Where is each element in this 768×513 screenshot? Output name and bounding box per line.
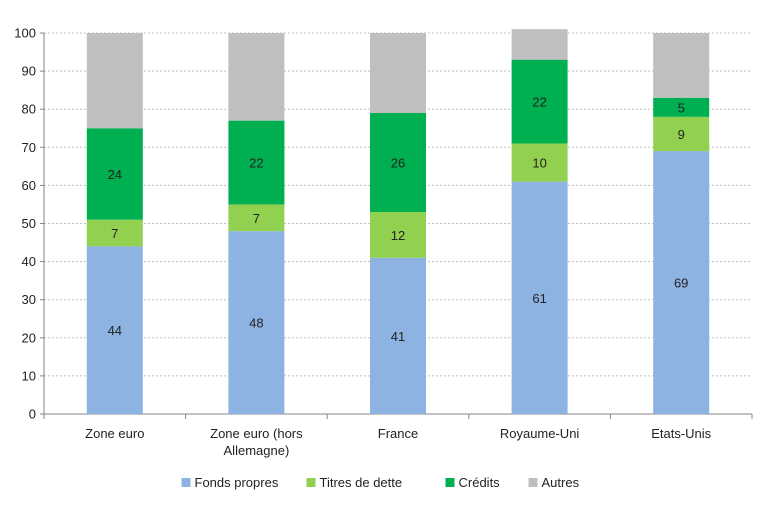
legend: Fonds propres Titres de dette Crédits Autre…	[181, 475, 580, 490]
y-tick-label: 70	[22, 140, 36, 155]
y-tick-label: 30	[22, 292, 36, 307]
data-labels: 44 7 24 48 7 22 41 12 26 61 10 22 69 9 5	[108, 95, 689, 344]
data-label: 12	[391, 228, 405, 243]
legend-label: Crédits	[459, 475, 501, 490]
data-label: 5	[678, 100, 685, 115]
legend-label: Autres	[542, 475, 580, 490]
bar-segment	[511, 29, 568, 60]
data-label: 10	[532, 156, 546, 171]
bar-segment	[228, 231, 285, 414]
legend-swatch	[181, 478, 191, 487]
x-category-label: France	[378, 426, 418, 441]
bar-segment	[511, 143, 568, 182]
y-tick-label: 50	[22, 216, 36, 231]
bar-segment	[370, 113, 426, 213]
data-label: 24	[108, 167, 122, 182]
data-label: 7	[253, 211, 260, 226]
bar-segment	[86, 33, 143, 129]
bar-segment	[653, 151, 710, 415]
y-tick-label: 100	[14, 26, 36, 41]
x-category-label: Zone euro	[85, 426, 144, 441]
data-label: 44	[108, 323, 122, 338]
bar-segment	[370, 257, 426, 414]
legend-swatch	[445, 478, 455, 487]
data-label: 41	[391, 329, 405, 344]
bar-segment	[228, 120, 285, 205]
bar-segment	[86, 128, 143, 220]
data-label: 48	[249, 316, 263, 331]
data-label: 61	[532, 291, 546, 306]
legend-swatch	[306, 478, 316, 487]
bar-segment	[228, 204, 285, 232]
data-label: 22	[249, 156, 263, 171]
bar-segment	[86, 246, 143, 414]
data-label: 69	[674, 276, 688, 291]
data-label: 26	[391, 156, 405, 171]
x-category-label: Etats-Unis	[651, 426, 711, 441]
bar-segment	[511, 181, 568, 414]
y-tick-label: 40	[22, 254, 36, 269]
x-category-label: Allemagne)	[224, 443, 290, 458]
data-label: 7	[111, 226, 118, 241]
bar-segment	[370, 33, 426, 114]
data-label: 22	[532, 95, 546, 110]
bars	[86, 29, 710, 415]
bar-segment	[370, 212, 426, 258]
bar-segment	[653, 116, 710, 152]
y-tick-label: 20	[22, 330, 36, 345]
y-tick-label: 60	[22, 178, 36, 193]
bar-segment	[511, 59, 568, 144]
legend-label: Fonds propres	[195, 475, 279, 490]
data-label: 9	[678, 127, 685, 142]
y-tick-label: 90	[22, 64, 36, 79]
y-tick-label: 0	[29, 407, 36, 422]
x-category-label: Royaume-Uni	[500, 426, 580, 441]
bar-segment	[228, 33, 285, 121]
x-category-label: Zone euro (hors	[210, 426, 303, 441]
bar-segment	[86, 219, 143, 247]
y-tick-label: 10	[22, 368, 36, 383]
y-tick-label: 80	[22, 102, 36, 117]
bar-segment	[653, 33, 710, 98]
legend-swatch	[528, 478, 538, 487]
legend-label: Titres de dette	[320, 475, 403, 490]
axes: 0 10 20 30 40 50 60 70 80 90 100 Zone euro Zone euro…	[14, 26, 753, 458]
bar-segment	[653, 97, 710, 117]
